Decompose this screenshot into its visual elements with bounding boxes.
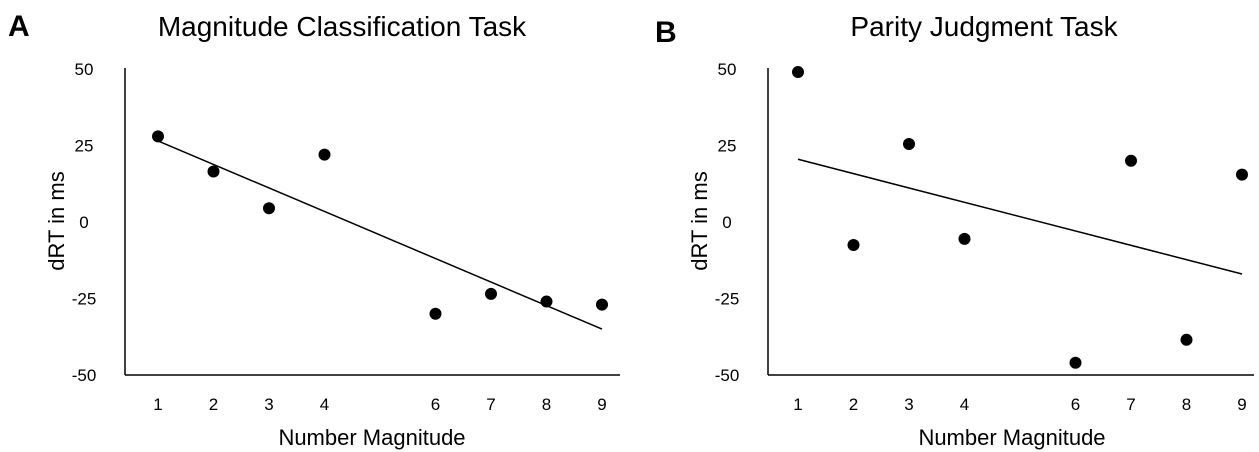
x-tick-label: 2	[209, 395, 218, 414]
data-point	[485, 287, 497, 300]
y-tick-label: 25	[75, 137, 94, 156]
data-point	[263, 202, 275, 215]
trendline	[157, 140, 603, 330]
x-tick-label: 6	[1071, 395, 1080, 414]
data-point	[903, 137, 915, 150]
data-point	[1125, 154, 1137, 167]
x-tick-label: 4	[320, 395, 329, 414]
data-point	[1236, 168, 1248, 181]
data-point	[207, 165, 220, 178]
y-tick-labels: 50 25 0 -25 -50	[72, 60, 97, 385]
trendline	[797, 158, 1243, 275]
x-tick-label: 3	[904, 395, 913, 414]
data-point	[540, 295, 553, 308]
y-tick-label: 0	[722, 213, 731, 232]
data-point	[152, 130, 164, 143]
data-point	[596, 298, 608, 311]
data-point	[318, 148, 331, 161]
data-point	[429, 307, 442, 320]
panel-a: A Magnitude Classification Task dRT in m…	[8, 10, 620, 450]
y-tick-label: -25	[715, 290, 740, 309]
x-tick-label: 1	[153, 395, 162, 414]
data-point	[958, 232, 971, 245]
x-tick-label: 7	[486, 395, 495, 414]
x-tick-label: 8	[542, 395, 551, 414]
y-tick-label: 50	[718, 60, 737, 79]
x-tick-label: 4	[960, 395, 969, 414]
panel-letter: B	[655, 16, 677, 49]
data-point	[1180, 333, 1193, 346]
trendline-layer	[157, 140, 603, 330]
x-tick-label: 8	[1182, 395, 1191, 414]
x-axis-label: Number Magnitude	[918, 425, 1105, 450]
y-tick-labels: 50 25 0 -25 -50	[715, 60, 740, 385]
data-point	[792, 66, 804, 79]
y-tick-label: 0	[79, 213, 88, 232]
x-axis-label: Number Magnitude	[278, 425, 465, 450]
panel-letter: A	[8, 10, 30, 43]
y-axis-label: dRT in ms	[44, 171, 69, 270]
y-axis-label: dRT in ms	[687, 171, 712, 270]
x-tick-label: 9	[597, 395, 606, 414]
data-point	[847, 238, 860, 251]
chart-title: Parity Judgment Task	[850, 11, 1118, 42]
x-tick-labels: 1 2 3 4 6 7 8 9	[153, 395, 606, 414]
x-tick-label: 2	[849, 395, 858, 414]
y-tick-label: 25	[718, 137, 737, 156]
panel-b: B Parity Judgment Task dRT in ms Number …	[655, 11, 1254, 450]
x-tick-label: 9	[1237, 395, 1246, 414]
y-tick-label: -25	[72, 290, 97, 309]
y-tick-label: 50	[75, 60, 94, 79]
y-tick-label: -50	[72, 366, 97, 385]
chart-title: Magnitude Classification Task	[158, 11, 527, 42]
x-tick-label: 7	[1126, 395, 1135, 414]
x-tick-label: 1	[793, 395, 802, 414]
y-tick-label: -50	[715, 366, 740, 385]
points-layer	[152, 130, 608, 320]
trendline-layer	[797, 158, 1243, 275]
x-tick-label: 6	[431, 395, 440, 414]
data-point	[1069, 356, 1082, 369]
points-layer	[792, 66, 1248, 369]
x-tick-label: 3	[264, 395, 273, 414]
x-tick-labels: 1 2 3 4 6 7 8 9	[793, 395, 1246, 414]
